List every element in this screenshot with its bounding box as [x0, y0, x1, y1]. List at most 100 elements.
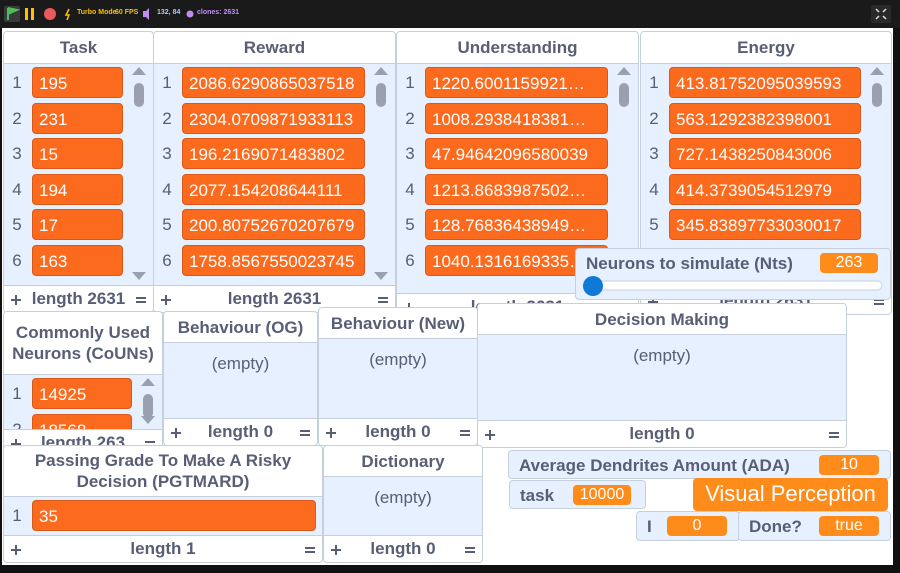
item-index: 2 — [12, 419, 22, 431]
monitor-value: true — [819, 516, 879, 536]
list-row: 5 128.76836438949… — [397, 207, 638, 242]
sound-icon — [143, 8, 149, 20]
slider-knob[interactable] — [583, 276, 603, 296]
item-index: 5 — [162, 215, 172, 234]
item-value[interactable]: 195 — [32, 67, 123, 98]
scrollbar — [374, 67, 388, 280]
list-body: 1 413.81752095039593 2 563.1292382398001 3 72… — [641, 63, 891, 288]
list-monitor: Commonly Used Neurons (CoUNs) 1 14925 2 1856… — [3, 311, 163, 457]
list-length: length 0 — [629, 424, 695, 443]
resize-handle — [305, 547, 315, 553]
item-value[interactable]: 414.3739054512979 — [669, 173, 861, 205]
item-value[interactable]: 2086.6290865037518 — [182, 67, 365, 98]
list-title: Task — [4, 32, 153, 64]
monitor-label: I — [647, 517, 652, 536]
list-row: 2 2304.0709871933113 — [154, 101, 395, 136]
item-value[interactable]: 2077.154208644111 — [182, 173, 365, 205]
item-value[interactable]: 563.1292382398001 — [669, 102, 861, 134]
list-body: (empty) — [324, 476, 482, 536]
variable-monitor: Average Dendrites Amount (ADA) 10 — [508, 450, 891, 479]
fullscreen-button[interactable] — [871, 5, 891, 23]
list-footer: length 0 — [478, 420, 846, 447]
item-index: 2 — [649, 108, 659, 128]
list-title: Reward — [154, 32, 395, 64]
list-footer: length 0 — [164, 418, 317, 445]
clone-icon — [186, 10, 194, 18]
item-value[interactable]: 413.81752095039593 — [669, 67, 861, 98]
list-row: 4 414.3739054512979 — [641, 172, 891, 207]
monitor-label: Average Dendrites Amount (ADA) — [519, 456, 790, 475]
item-value[interactable]: 1213.8683987502… — [425, 173, 608, 205]
list-footer: length 2631 — [4, 285, 153, 312]
list-length: length 2631 — [227, 289, 322, 308]
stage: Task 1 195 2 231 3 15 4 194 5 17 6 163 length 2631 Rew… — [2, 28, 893, 565]
list-monitor: Energy 1 413.81752095039593 2 563.1292382398… — [640, 31, 892, 315]
list-row: 1 14925 — [4, 376, 162, 411]
item-value[interactable]: 1220.6001159921… — [425, 67, 608, 98]
item-value[interactable]: 1008.2938418381… — [425, 102, 608, 134]
item-value[interactable]: 1758.8567550023745 — [182, 244, 365, 276]
monitor-label: task — [520, 486, 555, 505]
monitor-label: Done? — [749, 517, 802, 536]
variable-monitor: Neurons to simulate (Nts) 263 — [575, 248, 891, 300]
fullscreen-icon — [875, 8, 887, 20]
item-index: 1 — [12, 506, 22, 525]
item-value[interactable]: 128.76836438949… — [425, 209, 608, 240]
resize-handle — [300, 430, 310, 436]
item-value[interactable]: 345.83897733030017 — [669, 209, 861, 240]
item-index: 4 — [649, 179, 659, 199]
list-row: 3 196.2169071483802 — [154, 136, 395, 171]
list-length: length 0 — [207, 422, 274, 441]
flag-icon — [7, 7, 21, 20]
list-title: Understanding — [397, 32, 638, 64]
monitor-value: 10 — [819, 455, 879, 475]
item-value[interactable]: 231 — [32, 102, 123, 134]
pause-button[interactable] — [25, 8, 28, 20]
add-item-button — [331, 545, 341, 555]
turbo-label: Turbo Mode — [77, 9, 117, 16]
item-value[interactable]: 17 — [32, 209, 123, 240]
item-value[interactable]: 14925 — [32, 378, 132, 409]
item-index: 1 — [12, 73, 22, 92]
item-index: 6 — [162, 250, 172, 270]
list-row: 2 18568 — [4, 412, 162, 431]
item-value[interactable]: 196.2169071483802 — [182, 138, 365, 169]
empty-label: (empty) — [633, 346, 691, 365]
empty-label: (empty) — [211, 354, 270, 373]
item-value[interactable]: 2304.0709871933113 — [182, 102, 365, 134]
list-body: (empty) — [164, 342, 317, 419]
item-value[interactable]: 18568 — [32, 413, 132, 430]
list-footer: length 0 — [319, 418, 477, 445]
item-index: 3 — [649, 144, 659, 163]
monitor-value: 0 — [667, 516, 727, 536]
item-value[interactable]: 15 — [32, 138, 123, 169]
item-index: 2 — [405, 108, 415, 128]
list-monitor: Behaviour (New) (empty) length 0 — [318, 307, 478, 446]
list-row: 5 345.83897733030017 — [641, 207, 891, 242]
large-monitor-value: Visual Perception — [693, 478, 888, 511]
list-body: 1 35 — [4, 496, 322, 536]
item-value[interactable]: 727.1438250843006 — [669, 138, 861, 169]
list-row: 1 2086.6290865037518 — [154, 65, 395, 100]
list-row: 1 1220.6001159921… — [397, 65, 638, 100]
empty-label: (empty) — [374, 488, 432, 507]
list-title: Commonly Used Neurons (CoUNs) — [4, 312, 162, 375]
item-value[interactable]: 194 — [32, 173, 123, 205]
list-row: 5 17 — [4, 207, 153, 242]
item-value[interactable]: 200.80752670207679 — [182, 209, 365, 240]
resize-handle — [460, 430, 470, 436]
list-body: (empty) — [319, 338, 477, 419]
item-index: 1 — [162, 73, 172, 92]
stop-button[interactable] — [44, 8, 56, 20]
scrollbar — [132, 67, 146, 280]
variable-monitor: Done? true — [738, 511, 891, 541]
list-length: length 1 — [130, 539, 196, 558]
item-index: 1 — [12, 384, 22, 403]
list-title: Behaviour (OG) — [164, 312, 317, 343]
monitor-label: Neurons to simulate (Nts) — [586, 254, 793, 273]
item-value[interactable]: 47.94642096580039 — [425, 138, 608, 169]
item-value[interactable]: 35 — [32, 500, 316, 531]
list-footer: length 0 — [324, 535, 482, 562]
item-value[interactable]: 163 — [32, 244, 123, 276]
